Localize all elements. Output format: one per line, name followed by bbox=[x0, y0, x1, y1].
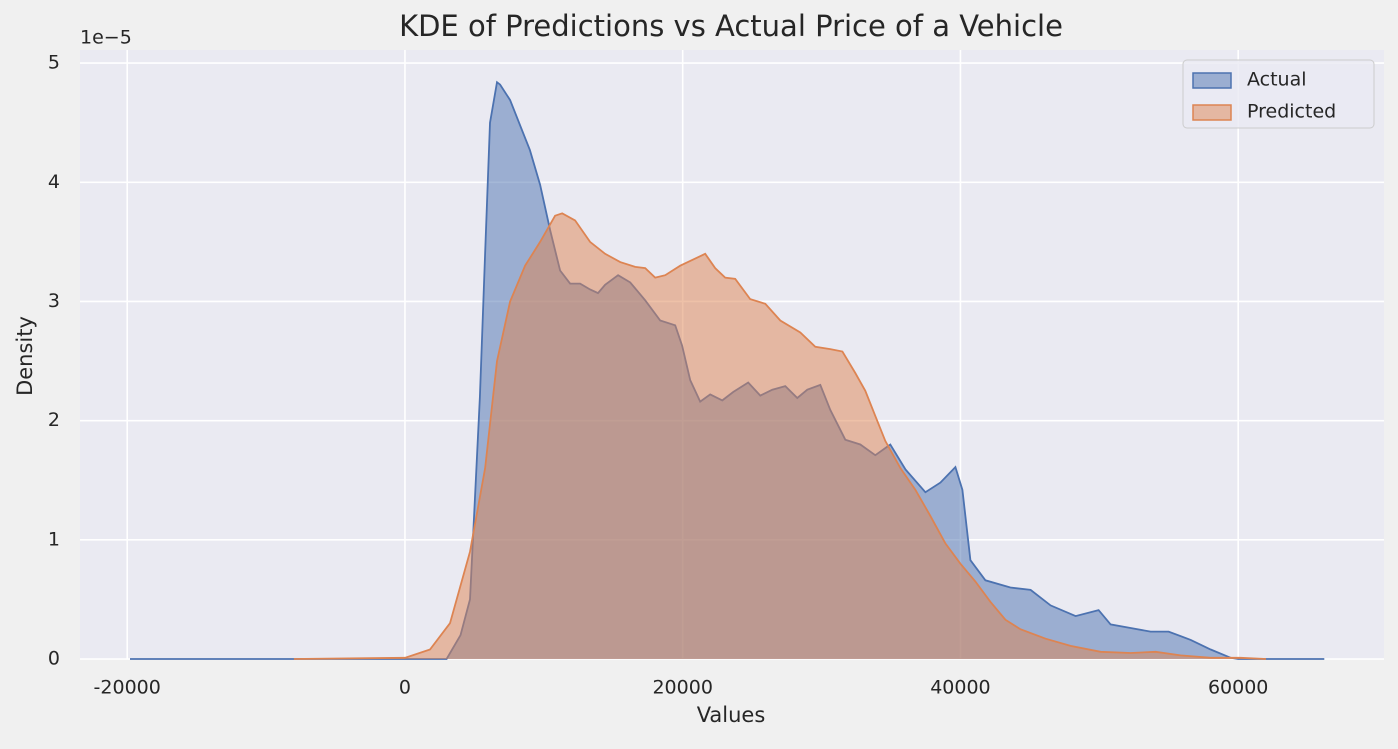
y-tick-label: 0 bbox=[48, 648, 60, 670]
x-tick-label: 20000 bbox=[652, 677, 712, 699]
y-tick-label: 4 bbox=[48, 171, 60, 193]
legend-label: Predicted bbox=[1247, 101, 1336, 123]
x-axis-label: Values bbox=[697, 703, 766, 727]
x-tick-label: -20000 bbox=[94, 677, 161, 699]
legend-swatch bbox=[1192, 104, 1232, 121]
x-tick-label: 0 bbox=[399, 677, 411, 699]
marks bbox=[130, 80, 1325, 660]
legend: Actual Predicted bbox=[1182, 59, 1375, 129]
y-offset-label: 1e−5 bbox=[80, 27, 132, 49]
y-tick-label: 1 bbox=[48, 528, 60, 550]
y-tick-label: 3 bbox=[48, 290, 60, 312]
y-tick-label: 2 bbox=[48, 409, 60, 431]
x-tick-label: 40000 bbox=[930, 677, 990, 699]
area-fill bbox=[293, 213, 1266, 660]
chart-title: KDE of Predictions vs Actual Price of a … bbox=[399, 9, 1063, 43]
x-tick-label: 60000 bbox=[1208, 677, 1268, 699]
area-line bbox=[293, 212, 1267, 660]
legend-swatch bbox=[1192, 72, 1232, 89]
y-axis-label: Density bbox=[13, 316, 37, 396]
y-tick-label: 5 bbox=[48, 52, 60, 74]
legend-label: Actual bbox=[1247, 69, 1307, 91]
